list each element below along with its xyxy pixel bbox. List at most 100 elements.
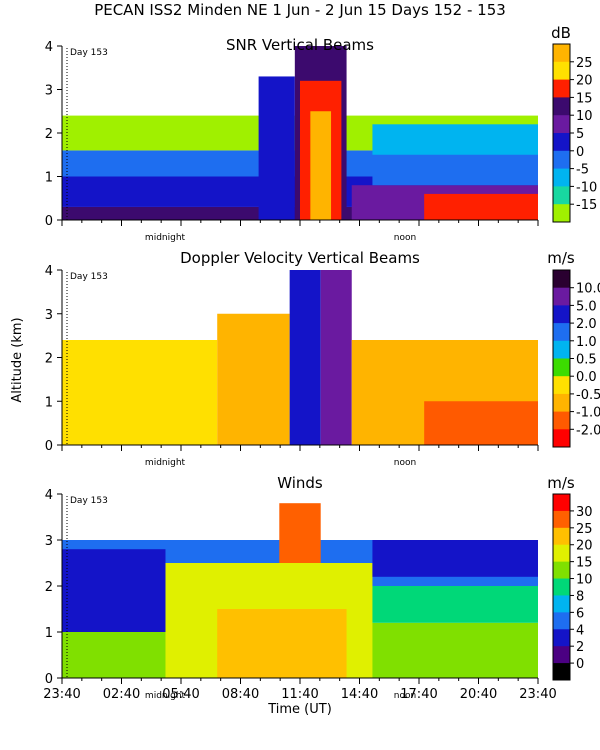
winds-panel-title: Winds (277, 474, 323, 492)
day-marker-label: Day 153 (70, 272, 108, 282)
colorbar-label: 25 (576, 56, 593, 71)
snr-panel-title: SNR Vertical Beams (226, 36, 374, 54)
data-layer-11 (372, 124, 538, 155)
colorbar-label: 15 (576, 556, 593, 571)
colorbar-label: 0.0 (576, 370, 597, 385)
x-tick-label: 14:40 (341, 687, 378, 702)
winds-unit-label: m/s (547, 474, 575, 492)
x-tick-label: 23:40 (519, 687, 556, 702)
colorbar-swatch (553, 527, 570, 546)
colorbar-label: -15 (576, 198, 597, 213)
x-tick-label: 02:40 (103, 687, 140, 702)
noon-label: noon (394, 691, 416, 701)
colorbar-swatch (553, 168, 570, 187)
colorbar-label: 20 (576, 74, 593, 89)
colorbar-swatch (553, 115, 570, 134)
x-tick-label: 23:40 (43, 687, 80, 702)
colorbar-swatch (553, 595, 570, 613)
day-marker-label: Day 153 (70, 48, 108, 58)
colorbar-swatch (553, 323, 570, 342)
colorbar-swatch (553, 578, 570, 596)
y-tick-label: 2 (45, 127, 53, 142)
time-axis-label: Time (UT) (267, 702, 332, 717)
colorbar-swatch (553, 340, 570, 359)
midnight-label: midnight (145, 233, 186, 243)
y-tick-label: 2 (45, 580, 53, 595)
data-layer-5 (424, 401, 538, 445)
colorbar-swatch (553, 44, 570, 63)
colorbar-swatch (553, 270, 570, 289)
colorbar-swatch (553, 287, 570, 306)
doppler-panel: 0 1 2 3 4 Day 153 midnight noon 10.0 5.0 2.0 1.0 0.5… (45, 264, 600, 468)
colorbar-label: 8 (576, 589, 584, 604)
x-tick-label: 20:40 (460, 687, 497, 702)
colorbar-swatch (553, 429, 570, 448)
colorbar-swatch (553, 393, 570, 413)
x-tick-label: 17:40 (400, 687, 437, 702)
colorbar-label: 10 (576, 109, 593, 124)
colorbar-swatch (553, 612, 570, 630)
y-tick-label: 4 (45, 40, 53, 55)
colorbar-swatch (553, 204, 570, 223)
colorbar-swatch (553, 411, 570, 430)
colorbar-swatch (553, 97, 570, 116)
colorbar-swatch (553, 663, 570, 681)
midnight-label: midnight (145, 458, 186, 468)
data-layer-5 (279, 503, 321, 563)
colorbar-label: 0.5 (576, 353, 597, 368)
colorbar-label: 10 (576, 573, 593, 588)
colorbar-swatch (553, 544, 570, 563)
colorbar-label: 20 (576, 539, 593, 554)
data-layer-2 (289, 270, 321, 445)
colorbar-swatch (553, 376, 570, 395)
data-layer-6 (62, 549, 166, 632)
y-tick-label: 0 (45, 439, 53, 454)
colorbar-frame (552, 493, 571, 681)
colorbar-swatch (553, 79, 570, 98)
data-layer-0 (62, 340, 218, 445)
y-tick-label: 4 (45, 264, 53, 279)
data-layer-10 (372, 154, 538, 186)
colorbar-label: 2 (576, 640, 584, 655)
x-tick-label: 11:40 (281, 687, 318, 702)
colorbar-swatch (553, 629, 570, 647)
colorbar-label: 0 (576, 145, 584, 160)
noon-label: noon (394, 458, 416, 468)
day-marker-label: Day 153 (70, 496, 108, 506)
snr-unit-label: dB (551, 24, 571, 42)
doppler-panel-title: Doppler Velocity Vertical Beams (180, 249, 420, 267)
noon-label: noon (394, 233, 416, 243)
y-tick-label: 1 (45, 626, 53, 641)
data-layer-3 (320, 270, 352, 445)
colorbar-label: 6 (576, 606, 584, 621)
colorbar-swatch (553, 61, 570, 81)
colorbar-swatch (553, 186, 570, 205)
data-layer-4 (217, 609, 347, 678)
data-layer-1 (217, 313, 290, 445)
altitude-axis-label: Altitude (km) (10, 317, 25, 402)
data-layer-4 (258, 76, 295, 220)
colorbar-swatch (553, 646, 570, 664)
colorbar-label: -1.0 (576, 406, 600, 421)
colorbar-label: -10 (576, 180, 597, 195)
colorbar-swatch (553, 561, 570, 580)
y-tick-label: 4 (45, 488, 53, 503)
y-tick-label: 1 (45, 171, 53, 186)
y-tick-label: 3 (45, 308, 53, 323)
colorbar-label: 15 (576, 91, 593, 106)
colorbar-label: 1.0 (576, 335, 597, 350)
y-tick-label: 0 (45, 214, 53, 229)
colorbar-label: 10.0 (576, 282, 600, 297)
colorbar-label: 2.0 (576, 317, 597, 332)
colorbar-label: 5 (576, 127, 584, 142)
colorbar-label: 0 (576, 657, 584, 672)
colorbar-swatch (553, 494, 570, 512)
figure-header: PECAN ISS2 Minden NE 1 Jun - 2 Jun 15 Da… (94, 1, 506, 19)
midnight-label: midnight (145, 691, 186, 701)
colorbar-label: -5 (576, 163, 589, 178)
colorbar-swatch (553, 510, 570, 529)
colorbar-swatch (553, 305, 570, 324)
colorbar-label: 4 (576, 623, 584, 638)
